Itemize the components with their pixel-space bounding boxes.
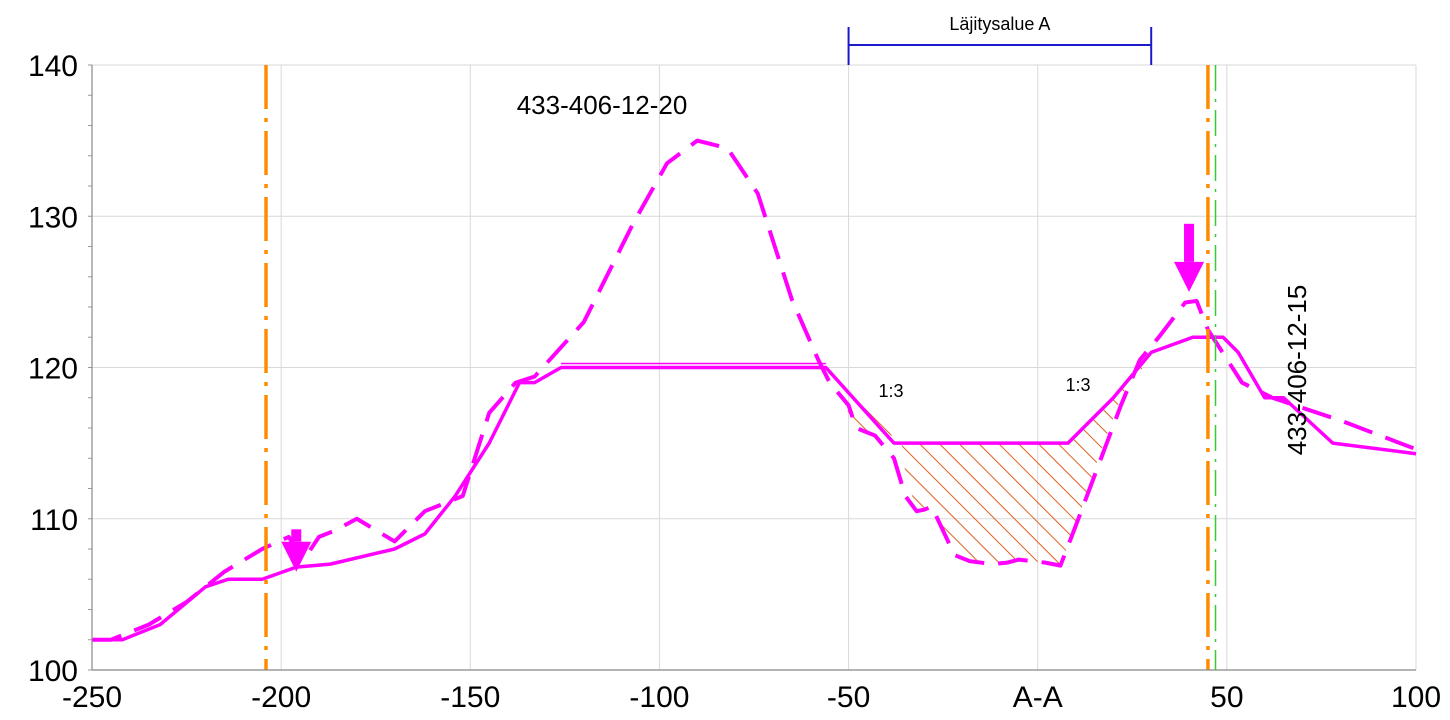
y-tick-label: 100	[28, 655, 78, 688]
bracket: Läjitysalue A	[847, 14, 1153, 65]
hatched-region	[901, 352, 1152, 565]
slope-label-left: 1:3	[878, 381, 903, 401]
slope-label-right: 1:3	[1065, 375, 1090, 395]
y-tick-label: 120	[28, 353, 78, 386]
axes: -250 -200 -150 -100 -50 A-A 50 100 100 110 120 130 1…	[28, 50, 1441, 714]
x-tick-label: 100	[1391, 681, 1441, 714]
bracket-label: Läjitysalue A	[949, 14, 1050, 34]
x-tick-label: -50	[827, 681, 870, 714]
dashed-profile-line	[92, 138, 1417, 642]
x-tick-label: -100	[629, 681, 689, 714]
solid-profile-line	[92, 335, 1417, 642]
top-left-label: 433-406-12-20	[517, 90, 688, 120]
x-tick-label: -200	[251, 681, 311, 714]
arrow-head	[281, 541, 312, 572]
reference-lines	[264, 65, 1217, 670]
series-lines	[92, 138, 1417, 642]
y-tick-label: 130	[28, 201, 78, 234]
arrows	[281, 223, 1205, 572]
x-tick-label: 50	[1210, 681, 1243, 714]
right-label: 433-406-12-15	[1282, 285, 1312, 456]
arrow-shaft	[1184, 223, 1195, 262]
x-tick-label: A-A	[1013, 681, 1063, 714]
y-tick-label: 140	[28, 50, 78, 83]
x-tick-label: -150	[440, 681, 500, 714]
x-tick-label: -250	[62, 681, 122, 714]
y-tick-label: 110	[30, 504, 78, 537]
arrow-head	[1174, 261, 1205, 292]
arrow-shaft	[291, 529, 302, 542]
